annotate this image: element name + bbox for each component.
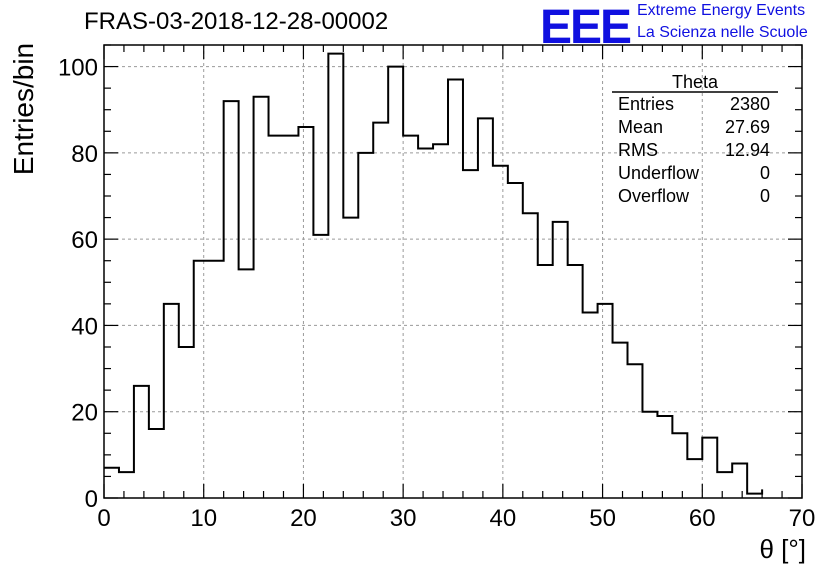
stats-box-title: Theta: [672, 72, 719, 92]
y-tick-label: 20: [71, 400, 98, 427]
x-tick-label: 50: [589, 505, 616, 532]
y-tick-label: 40: [71, 313, 98, 340]
x-tick-label: 10: [190, 505, 217, 532]
stats-value: 2380: [730, 94, 770, 114]
x-tick-label: 30: [390, 505, 417, 532]
stats-label: Entries: [618, 94, 674, 114]
x-tick-label: 60: [689, 505, 716, 532]
histogram-outline: [104, 52, 764, 495]
x-tick-label: 20: [290, 505, 317, 532]
chart-title: FRAS-03-2018-12-28-00002: [84, 8, 389, 35]
logo-line-2: La Scienza nelle Scuole: [637, 24, 808, 41]
stats-label: RMS: [618, 140, 658, 160]
y-tick-label: 80: [71, 141, 98, 168]
axis-ticks: [103, 44, 803, 499]
y-axis-label: Entries/bin: [8, 42, 39, 176]
x-tick-label: 40: [490, 505, 517, 532]
stats-value: 27.69: [725, 117, 770, 137]
stats-label: Mean: [618, 117, 663, 137]
grid-lines: [104, 45, 802, 498]
stats-value: 12.94: [725, 140, 770, 160]
y-tick-label: 100: [58, 55, 98, 82]
x-tick-label: 70: [789, 505, 816, 532]
y-tick-label: 60: [71, 227, 98, 254]
plot-frame: [103, 44, 803, 499]
stats-value: 0: [760, 163, 770, 183]
x-tick-label: 0: [97, 505, 110, 532]
y-tick-label: 0: [85, 486, 98, 513]
eee-logo: EEE: [540, 1, 632, 54]
stats-value: 0: [760, 186, 770, 206]
x-axis-label: θ [°]: [759, 534, 806, 564]
stats-label: Overflow: [618, 186, 690, 206]
logo-line-1: Extreme Energy Events: [637, 2, 806, 19]
tick-labels: 0 10 20 30 40 50 60 70 0 20 40 60 80 100: [58, 55, 815, 532]
stats-label: Underflow: [618, 163, 700, 183]
